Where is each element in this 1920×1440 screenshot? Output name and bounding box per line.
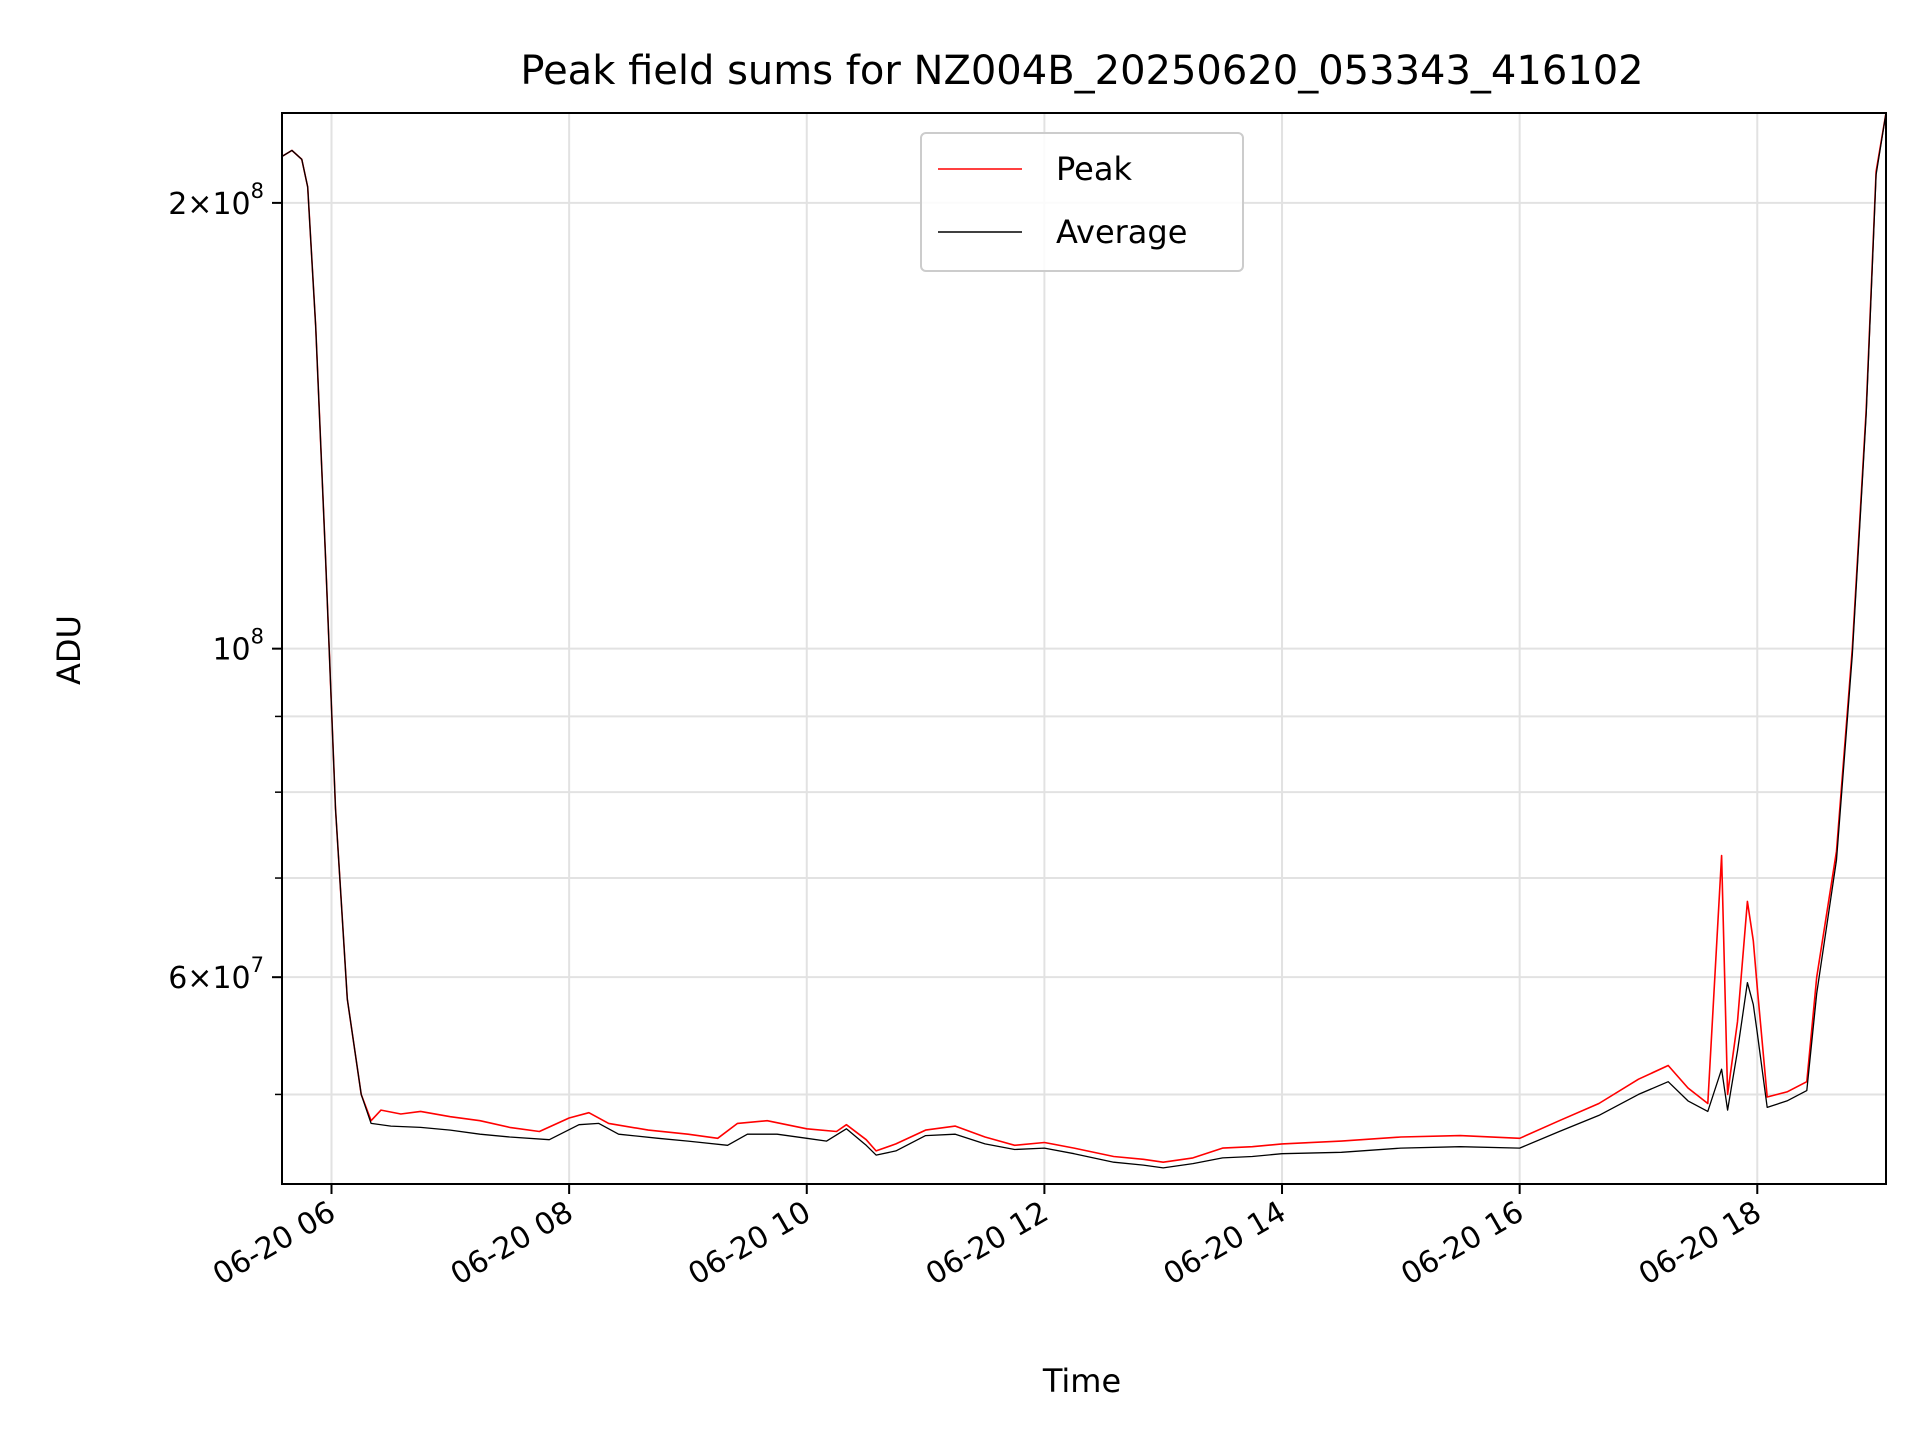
x-axis-label: Time xyxy=(1042,1362,1121,1400)
y-tick-label: 2×108 xyxy=(168,179,264,222)
y-tick-exponent: 7 xyxy=(251,953,264,977)
y-tick-exponent: 8 xyxy=(251,625,264,649)
chart-title: Peak field sums for NZ004B_20250620_0533… xyxy=(520,48,1643,94)
y-axis: 6×107 108 2×108 xyxy=(168,179,282,1096)
y-tick-label: 6×107 xyxy=(168,953,264,996)
y-tick-exponent: 8 xyxy=(251,179,264,203)
y-tick-label: 108 xyxy=(212,625,264,668)
legend-label: Peak xyxy=(1056,150,1132,188)
legend-label: Average xyxy=(1056,213,1187,251)
legend: Peak Average xyxy=(920,132,1244,272)
legend-box xyxy=(920,132,1244,272)
y-axis-label: ADU xyxy=(50,615,88,685)
grid xyxy=(282,113,1886,1184)
y-tick-mantissa: 6× xyxy=(168,961,212,996)
y-tick-mantissa: 2× xyxy=(168,187,212,222)
series-layer xyxy=(281,112,1887,1169)
series-line-average xyxy=(281,112,1887,1169)
series-line-peak xyxy=(281,112,1887,1163)
